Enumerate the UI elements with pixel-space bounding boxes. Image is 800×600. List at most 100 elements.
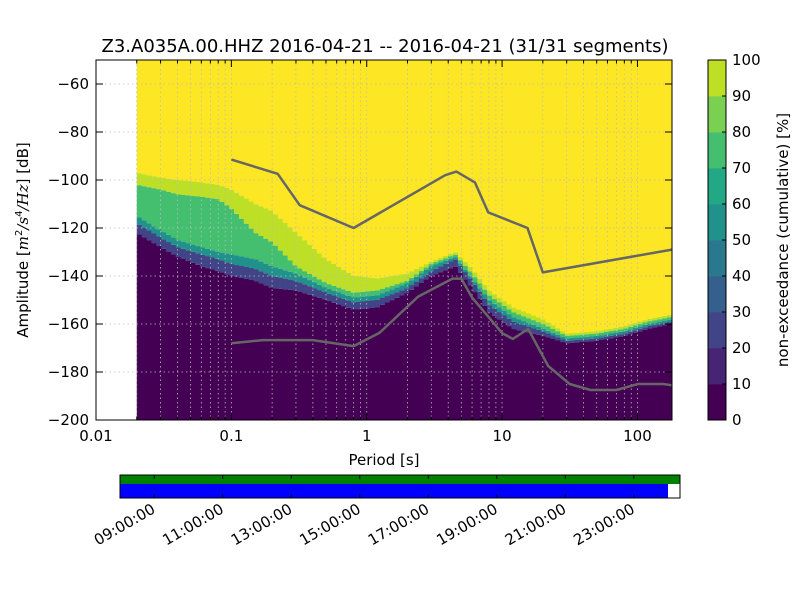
- heatmap-cell: [589, 60, 595, 332]
- heatmap-cell: [380, 288, 386, 294]
- heatmap-cell: [219, 201, 225, 253]
- heatmap-cell: [399, 295, 405, 420]
- heatmap-cell: [321, 292, 328, 300]
- heatmap-column: [282, 60, 289, 420]
- colorbar-tick-label: 90: [732, 87, 751, 105]
- heatmap-cell: [370, 60, 376, 278]
- heatmap-column: [165, 60, 172, 420]
- heatmap-cell: [472, 60, 478, 273]
- colorbar-segment: [708, 312, 726, 349]
- heatmap-cell: [243, 266, 250, 279]
- heatmap-cell: [530, 328, 537, 334]
- colorbar-tick-label: 60: [732, 195, 751, 213]
- heatmap-cell: [448, 261, 454, 269]
- heatmap-cell: [248, 201, 255, 229]
- heatmap-cell: [560, 339, 566, 342]
- heatmap-cell: [633, 325, 639, 328]
- heatmap-cell: [667, 317, 673, 320]
- heatmap-column: [214, 60, 220, 420]
- heatmap-cell: [316, 253, 323, 280]
- heatmap-cell: [394, 297, 401, 420]
- heatmap-cell: [433, 262, 439, 265]
- heatmap-column: [414, 60, 420, 420]
- heatmap-cell: [248, 279, 255, 420]
- heatmap-cell: [637, 328, 644, 332]
- heatmap-cell: [423, 267, 430, 270]
- heatmap-cell: [423, 279, 430, 420]
- heatmap-cell: [268, 265, 274, 276]
- heatmap-cell: [253, 259, 259, 270]
- heatmap-cell: [618, 334, 624, 337]
- heatmap-column: [297, 60, 303, 420]
- heatmap-cell: [428, 266, 435, 272]
- heatmap-cell: [433, 268, 439, 275]
- y-axis-label-prefix: Amplitude [: [14, 250, 32, 338]
- heatmap-cell: [584, 341, 590, 420]
- heatmap-column: [229, 60, 235, 420]
- heatmap-cell: [608, 60, 615, 329]
- plot-frame: [95, 59, 673, 421]
- heatmap-cell: [200, 266, 206, 420]
- heatmap-cell: [219, 186, 225, 202]
- heatmap-cell: [579, 334, 585, 338]
- heatmap-cell: [195, 196, 201, 247]
- heatmap-cell: [491, 60, 498, 295]
- heatmap-cell: [448, 258, 454, 262]
- colorbar-segment: [708, 240, 726, 277]
- heatmap-cell: [477, 283, 483, 289]
- heatmap-cell: [238, 60, 245, 196]
- heatmap-cell: [482, 60, 488, 285]
- heatmap-cell: [336, 292, 342, 298]
- heatmap-cell: [662, 318, 668, 321]
- heatmap-cell: [268, 275, 274, 288]
- heatmap-column: [272, 60, 279, 420]
- heatmap-column: [321, 60, 328, 420]
- heatmap-cell: [599, 60, 605, 331]
- heatmap-cell: [336, 304, 342, 420]
- heatmap-cell: [151, 243, 157, 420]
- heatmap-cell: [243, 278, 250, 420]
- heatmap-cell: [584, 60, 590, 332]
- heatmap-cell: [380, 293, 386, 298]
- heatmap-cell: [243, 223, 250, 258]
- heatmap-cell: [370, 300, 376, 308]
- heatmap-column: [345, 60, 352, 420]
- heatmap-cell: [311, 288, 318, 297]
- heatmap-cell: [467, 285, 473, 420]
- heatmap-cell: [307, 60, 313, 245]
- heatmap-cell: [209, 269, 216, 420]
- heatmap-column: [287, 60, 293, 420]
- heatmap-column: [599, 60, 605, 420]
- heatmap-cell: [287, 289, 293, 420]
- heatmap-column: [175, 60, 182, 420]
- heatmap-cell: [394, 284, 401, 288]
- heatmap-cell: [526, 332, 532, 420]
- heatmap-cell: [482, 289, 488, 295]
- heatmap-cell: [618, 329, 624, 332]
- heatmap-cell: [628, 331, 634, 335]
- heatmap-cell: [375, 295, 381, 300]
- heatmap-cell: [384, 291, 391, 297]
- colorbar-segment: [708, 96, 726, 133]
- heatmap-column: [146, 60, 152, 420]
- heatmap-cell: [662, 320, 668, 324]
- heatmap-cell: [521, 311, 527, 317]
- heatmap-cell: [185, 250, 191, 261]
- heatmap-cell: [584, 331, 590, 335]
- heatmap-cell: [545, 326, 551, 331]
- heatmap-cell: [321, 60, 328, 258]
- heatmap-cell: [404, 283, 410, 289]
- timeline-frame: [119, 474, 681, 499]
- x-tick-label: 100: [623, 427, 652, 445]
- heatmap-cell: [326, 261, 332, 285]
- heatmap-column: [438, 60, 444, 420]
- heatmap-cell: [647, 326, 654, 329]
- heatmap-cell: [404, 273, 410, 282]
- timeline-tick-label: 17:00:00: [365, 500, 432, 549]
- heatmap-column: [238, 60, 245, 420]
- heatmap-cell: [297, 282, 303, 292]
- heatmap-cell: [433, 274, 439, 420]
- heatmap-cell: [180, 241, 186, 249]
- heatmap-column: [380, 60, 386, 420]
- heatmap-column: [263, 60, 269, 420]
